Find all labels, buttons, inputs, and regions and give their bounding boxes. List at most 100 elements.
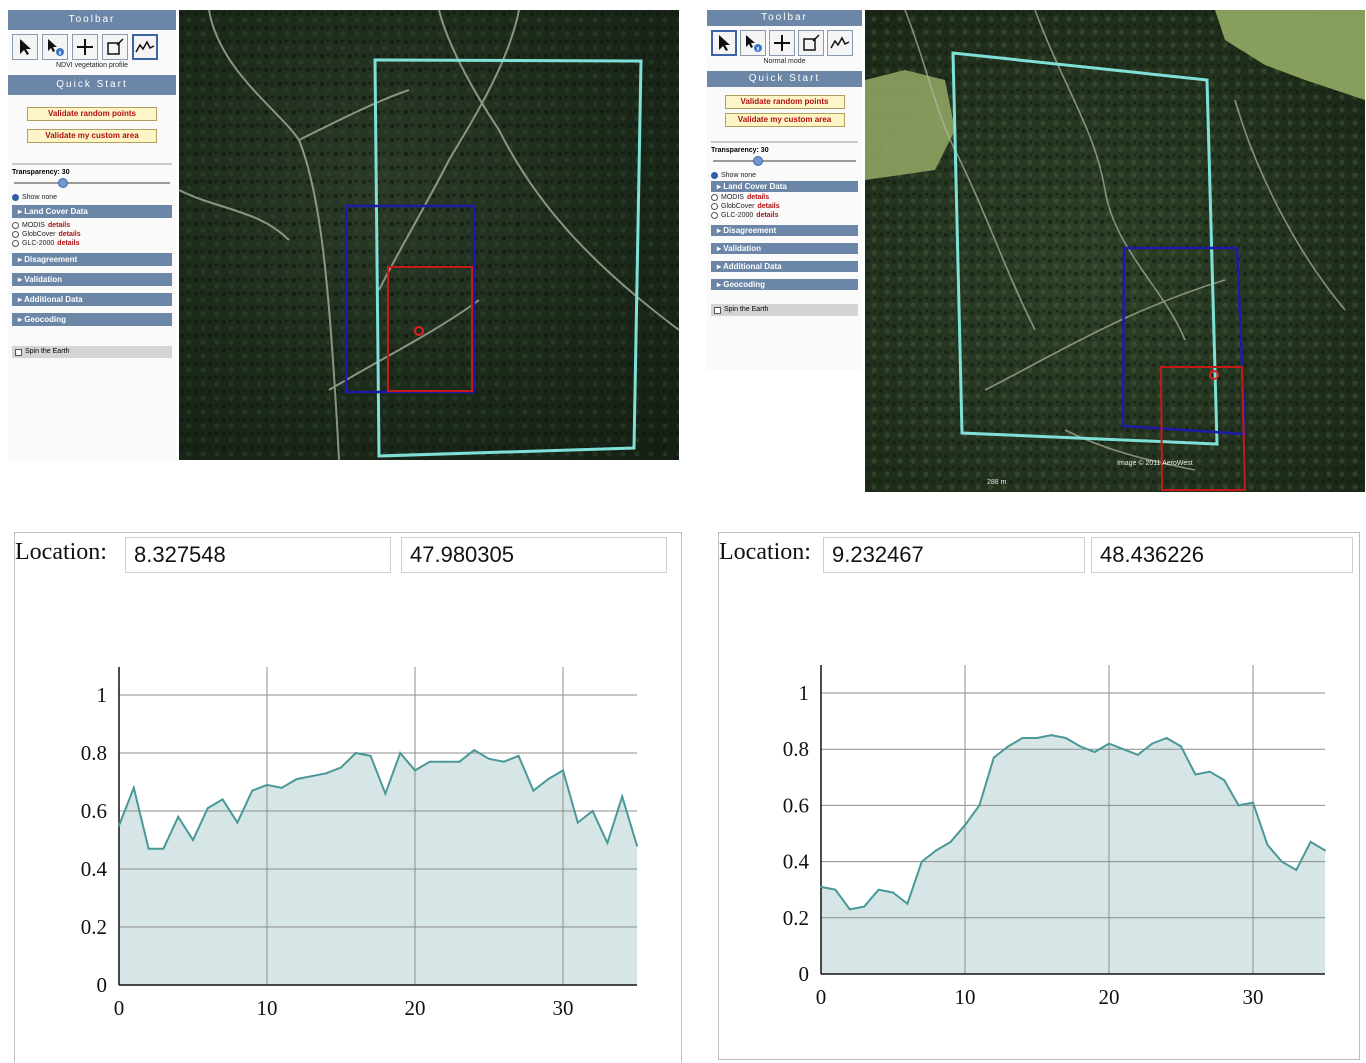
data-point (147, 847, 150, 850)
ndvi-profile-chart: 00.20.40.60.810 10 20 30 (81, 667, 638, 1020)
section-label: Additional Data (23, 295, 83, 304)
radio-button[interactable] (711, 194, 718, 201)
slider-thumb[interactable] (57, 178, 68, 188)
sample-area-box[interactable] (951, 51, 1219, 446)
data-point (863, 905, 866, 908)
additional-data-section[interactable]: ▸ Additional Data (711, 261, 858, 272)
details-link[interactable]: details (57, 240, 80, 247)
validation-section[interactable]: ▸ Validation (711, 243, 858, 254)
select-tool-button[interactable] (711, 30, 737, 56)
additional-data-section[interactable]: ▸ Additional Data (12, 293, 172, 306)
radio-button[interactable] (711, 172, 718, 179)
details-link[interactable]: details (757, 203, 780, 210)
modis-option[interactable]: MODIS details (12, 222, 172, 229)
spin-earth-option[interactable]: Spin the Earth (12, 346, 172, 358)
info-tool-button[interactable] (42, 34, 68, 60)
latitude-field[interactable]: 47.980305 (401, 537, 667, 573)
meadow-area (865, 70, 955, 180)
land-cover-data-section[interactable]: ▸ Land Cover Data (12, 205, 172, 218)
disagreement-section[interactable]: ▸ Disagreement (12, 253, 172, 266)
modis-option[interactable]: MODIS details (711, 194, 858, 201)
location-marker[interactable] (414, 326, 424, 336)
draw-area-tool-button[interactable] (798, 30, 824, 56)
data-point (636, 844, 638, 847)
longitude-field[interactable]: 8.327548 (125, 537, 391, 573)
x-tick-label: 20 (1099, 985, 1120, 1009)
details-link[interactable]: details (58, 231, 81, 238)
transparency-slider[interactable] (14, 178, 170, 188)
ndvi-profile-tool-button[interactable] (827, 30, 853, 56)
details-link[interactable]: details (756, 212, 779, 219)
checkbox[interactable] (15, 348, 22, 356)
left-sidebar: Toolbar NDVI vegetation profile Quick St… (8, 10, 176, 460)
radio-button[interactable] (12, 240, 19, 247)
land-cover-data-section[interactable]: ▸ Land Cover Data (711, 181, 858, 192)
show-none-option[interactable]: Show none (711, 172, 858, 179)
details-link[interactable]: details (47, 222, 71, 229)
data-point (978, 804, 981, 807)
data-point (310, 775, 313, 778)
right-satellite-map[interactable]: Image © 2011 AeroWest 288 m (865, 10, 1365, 492)
disagreement-section[interactable]: ▸ Disagreement (711, 225, 858, 236)
data-point (443, 760, 446, 763)
data-point (488, 757, 490, 760)
y-tick-label: 0.2 (81, 915, 107, 939)
option-label: Spin the Earth (25, 348, 70, 355)
checkbox[interactable] (714, 306, 721, 314)
data-point (892, 891, 894, 894)
latitude-field[interactable]: 48.436226 (1091, 537, 1353, 573)
crosshair-tool-button[interactable] (769, 30, 795, 56)
radio-button[interactable] (12, 231, 19, 238)
data-point (562, 769, 564, 772)
location-marker[interactable] (1209, 370, 1219, 380)
map-overlay (179, 10, 679, 460)
glc2000-option[interactable]: GLC-2000 details (12, 240, 172, 247)
glc2000-option[interactable]: GLC-2000 details (711, 212, 858, 219)
y-tick-label: 0 (799, 962, 810, 986)
left-satellite-map[interactable] (179, 10, 679, 460)
select-tool-button[interactable] (12, 34, 38, 60)
spin-earth-option[interactable]: Spin the Earth (711, 304, 858, 316)
geocoding-section[interactable]: ▸ Geocoding (711, 279, 858, 290)
data-point (1165, 736, 1168, 739)
x-tick-label: 20 (405, 996, 426, 1020)
data-point (206, 807, 209, 810)
data-point (547, 778, 550, 781)
quick-start-header: Quick Start (707, 71, 862, 87)
sample-area-box[interactable] (373, 58, 643, 458)
modis-pixel-box[interactable] (1121, 246, 1247, 436)
y-tick-label: 0.6 (81, 799, 107, 823)
radio-button[interactable] (12, 222, 19, 229)
validate-custom-area-button[interactable]: Validate my custom area (724, 113, 845, 127)
ndvi-profile-tool-button[interactable] (132, 34, 158, 60)
slider-thumb[interactable] (752, 156, 763, 166)
section-label: Disagreement (723, 226, 777, 235)
crosshair-tool-button[interactable] (72, 34, 98, 60)
validate-random-points-button[interactable]: Validate random points (724, 95, 845, 109)
radio-button[interactable] (711, 212, 718, 219)
toolbar-header: Toolbar (707, 10, 862, 26)
details-link[interactable]: details (746, 194, 770, 201)
data-point (118, 824, 120, 827)
show-none-option[interactable]: Show none (12, 194, 172, 201)
globcover-option[interactable]: GlobCover details (711, 203, 858, 210)
longitude-field[interactable]: 9.232467 (823, 537, 1085, 573)
crosshair-icon (774, 35, 790, 51)
data-point (1036, 736, 1038, 739)
validate-custom-area-button[interactable]: Validate my custom area (27, 129, 157, 143)
y-tick-label: 0.6 (783, 793, 809, 817)
globcover-option[interactable]: GlobCover details (12, 231, 172, 238)
transparency-slider[interactable] (713, 156, 856, 166)
data-point (834, 888, 837, 891)
info-tool-button[interactable] (740, 30, 766, 56)
data-point (192, 839, 194, 841)
selected-pixel-box[interactable] (387, 266, 473, 392)
validation-section[interactable]: ▸ Validation (12, 273, 172, 286)
draw-area-tool-button[interactable] (102, 34, 128, 60)
radio-button[interactable] (711, 203, 718, 210)
option-label: Spin the Earth (724, 306, 769, 313)
radio-button[interactable] (12, 194, 19, 201)
selected-pixel-box[interactable] (1159, 366, 1247, 491)
geocoding-section[interactable]: ▸ Geocoding (12, 313, 172, 326)
validate-random-points-button[interactable]: Validate random points (27, 107, 157, 121)
